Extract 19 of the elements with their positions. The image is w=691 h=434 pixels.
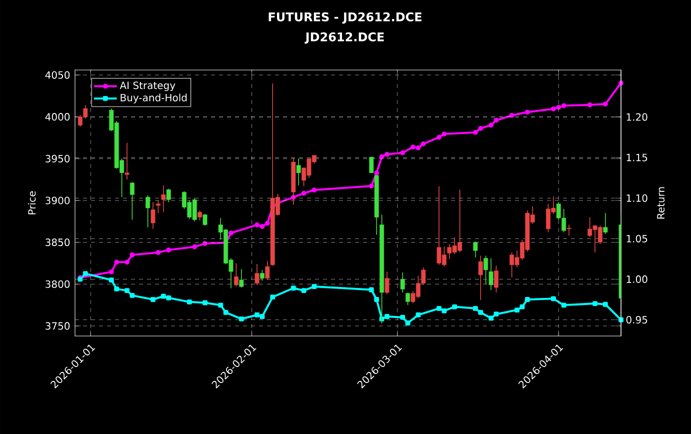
y2-tick-label: 0.95	[626, 316, 648, 324]
y2-tick-label: 1.10	[626, 194, 648, 202]
chart-subtitle: JD2612.DCE	[304, 32, 384, 44]
y-tick-label: 3800	[46, 280, 70, 288]
chart-title: FUTURES - JD2612.DCE	[268, 12, 422, 24]
legend-label: Buy-and-Hold	[120, 94, 187, 104]
y-tick-label: 3950	[46, 154, 70, 162]
y-tick-label: 4050	[45, 71, 70, 79]
y2-tick-label: 1.20	[626, 113, 648, 121]
y-tick-label: 3750	[46, 322, 70, 330]
y2-tick-label: 1.15	[626, 154, 648, 162]
y-tick-label: 4000	[45, 113, 70, 121]
y2-axis-title: Return	[657, 187, 665, 219]
y-tick-label: 3850	[46, 238, 70, 246]
y2-tick-label: 1.05	[626, 234, 648, 242]
legend-label: AI Strategy	[120, 82, 176, 92]
y2-tick-label: 1.00	[626, 275, 648, 284]
y-tick-label: 3900	[46, 196, 70, 204]
y-axis-title: Price	[28, 191, 36, 214]
